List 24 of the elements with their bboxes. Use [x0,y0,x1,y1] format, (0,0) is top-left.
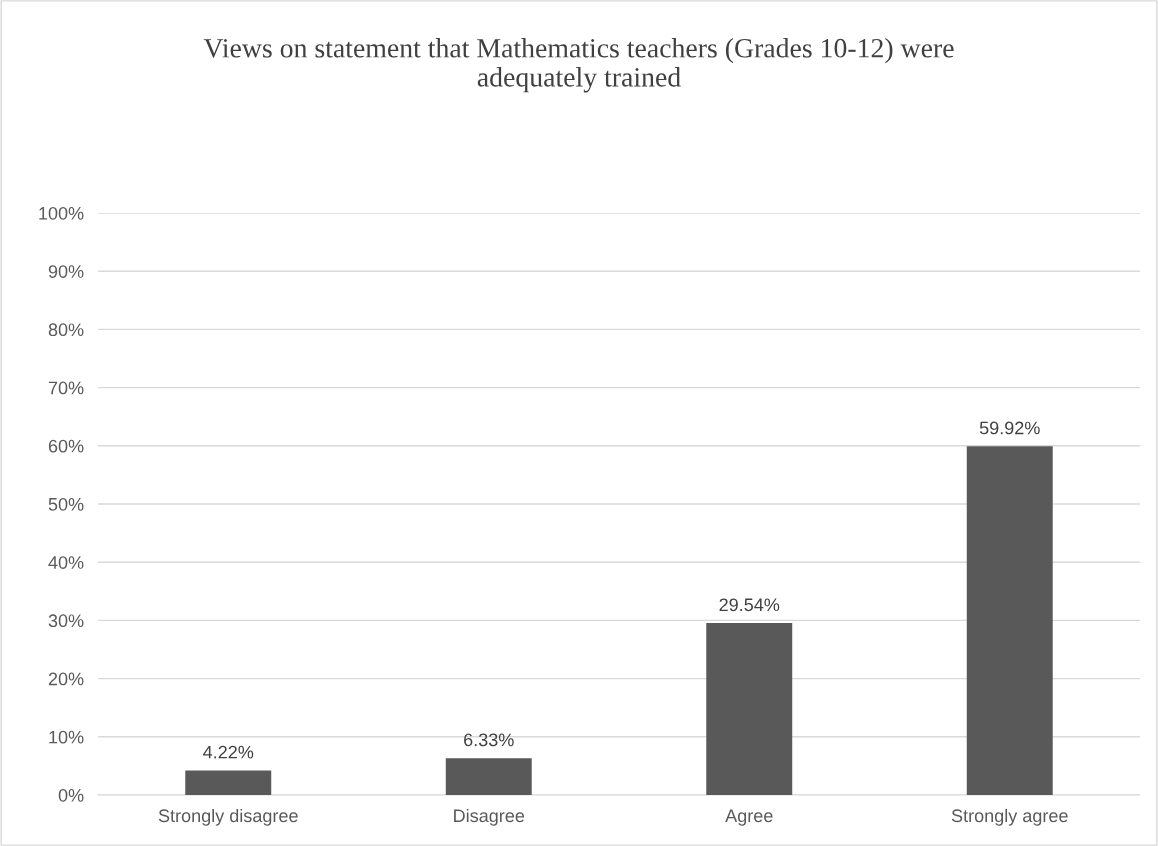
y-tick-label: 10% [49,730,84,744]
data-label: 4.22% [203,745,254,759]
y-tick-label: 20% [48,672,84,686]
bar [706,623,793,795]
y-tick-label: 100% [39,206,84,220]
y-tick-label: 60% [48,439,84,453]
y-tick-label: 40% [48,556,84,569]
y-tick-label: 70% [48,381,84,395]
y-tick-label: 50% [48,497,84,511]
y-tick-label: 80% [48,323,84,337]
x-tick-label: Agree [725,809,773,826]
y-tick-label: 0% [58,788,84,802]
x-tick-label: Disagree [454,808,525,826]
y-tick-label: 90% [48,265,84,278]
chart-title: Views on statement that Mathematics teachers (Grades 10-12) were adequately trained [203,38,954,93]
y-tick-label: 30% [48,614,84,628]
bar [966,446,1053,795]
data-label: 29.54% [719,598,780,612]
data-label: 6.33% [464,733,514,747]
x-tick-label: Strongly agree [951,808,1068,826]
data-label: 59.92% [979,421,1040,435]
x-tick-label: Strongly disagree [158,808,298,826]
bar [185,770,272,795]
bar [445,758,532,795]
